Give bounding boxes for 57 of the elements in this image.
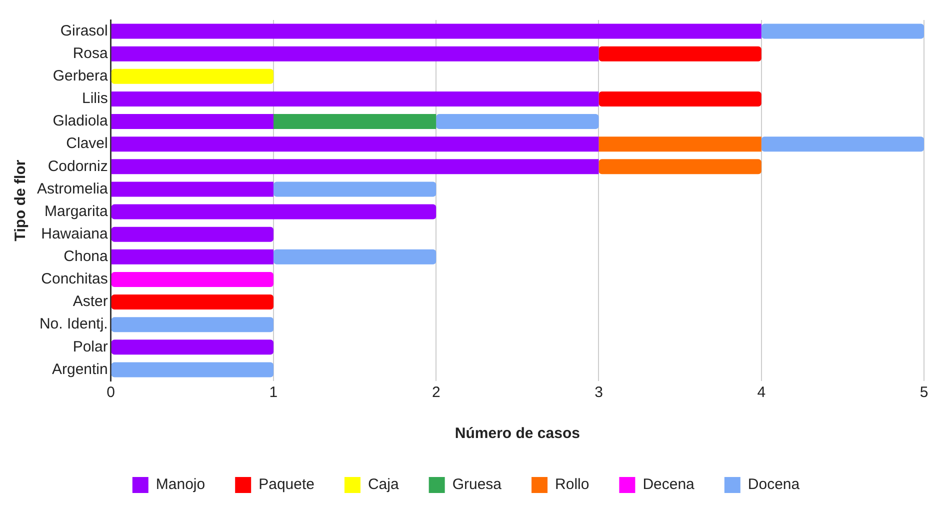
bar bbox=[111, 68, 274, 84]
y-tick-label: Lilis bbox=[82, 90, 108, 108]
legend-label: Gruesa bbox=[452, 476, 502, 494]
bar bbox=[273, 182, 436, 197]
bar bbox=[111, 136, 599, 152]
y-tick-label: Codorniz bbox=[48, 158, 108, 175]
bar bbox=[111, 249, 274, 264]
y-tick-label: Polar bbox=[72, 338, 108, 356]
bar bbox=[273, 114, 436, 130]
legend-label: Docena bbox=[748, 476, 800, 494]
legend-label: Manojo bbox=[156, 476, 206, 494]
y-tick-label: Chona bbox=[64, 248, 109, 266]
bar bbox=[598, 46, 762, 62]
bar bbox=[111, 182, 274, 197]
y-tick-label: Margarita bbox=[44, 202, 109, 220]
y-tick-label: Gladiola bbox=[52, 112, 108, 130]
legend-label: Decena bbox=[642, 476, 696, 494]
bar bbox=[598, 91, 762, 106]
bar bbox=[111, 272, 274, 287]
y-tick-label: Gerbera bbox=[52, 68, 109, 85]
bar bbox=[761, 24, 924, 39]
x-tick-label: 2 bbox=[432, 384, 440, 402]
bar bbox=[273, 249, 436, 264]
x-tick-label: 3 bbox=[594, 384, 603, 402]
y-tick-label: Aster bbox=[72, 293, 108, 310]
bar bbox=[111, 91, 599, 106]
bar bbox=[598, 136, 762, 152]
y-tick-label: Hawaiana bbox=[41, 225, 108, 242]
bar bbox=[111, 204, 436, 220]
y-tick-label: Conchitas bbox=[41, 270, 108, 288]
x-tick-label: 4 bbox=[757, 384, 766, 402]
bar bbox=[111, 114, 274, 130]
y-tick-label: No. Identj. bbox=[39, 316, 108, 333]
bar bbox=[111, 46, 599, 62]
bar bbox=[111, 340, 274, 355]
y-tick-label: Astromelia bbox=[36, 180, 109, 198]
y-tick-label: Rosa bbox=[72, 44, 108, 62]
bar bbox=[111, 226, 274, 242]
x-tick-label: 0 bbox=[106, 384, 116, 402]
bar bbox=[111, 159, 599, 174]
y-tick-label: Clavel bbox=[66, 135, 108, 152]
legend-label: Rollo bbox=[555, 476, 590, 494]
bar bbox=[598, 159, 762, 174]
bar bbox=[111, 294, 274, 310]
y-axis-title: Tipo de flor bbox=[12, 160, 30, 242]
x-axis-title: Número de casos bbox=[454, 425, 580, 442]
bar bbox=[111, 317, 274, 332]
bar bbox=[111, 362, 274, 378]
y-tick-label: Argentin bbox=[52, 360, 108, 378]
legend-label: Paquete bbox=[258, 476, 314, 494]
x-tick-label: 5 bbox=[920, 384, 928, 402]
y-tick-label: Girasol bbox=[60, 22, 108, 40]
legend-label: Caja bbox=[368, 476, 400, 494]
x-tick-label: 1 bbox=[269, 384, 278, 402]
bar bbox=[436, 114, 599, 130]
bar bbox=[761, 136, 924, 152]
bar bbox=[111, 24, 762, 39]
